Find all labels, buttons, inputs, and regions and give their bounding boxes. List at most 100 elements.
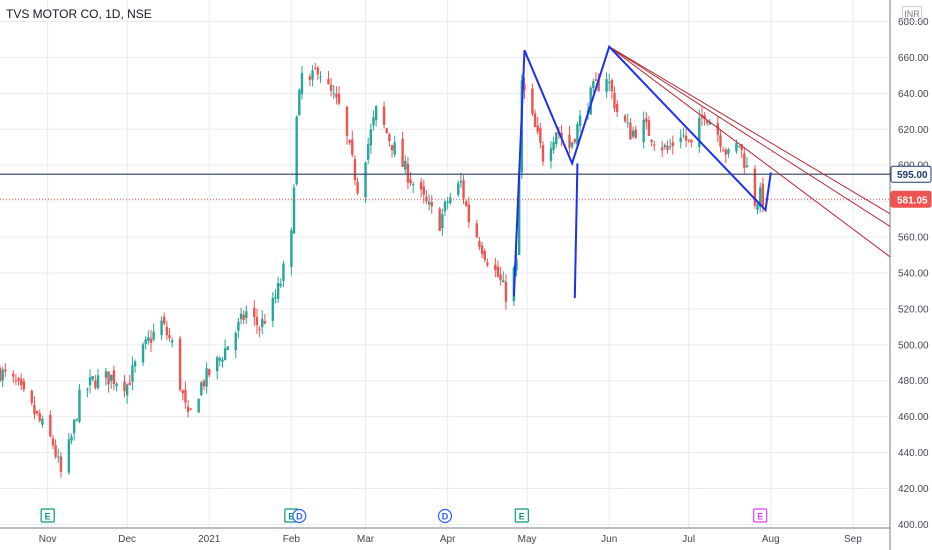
candle-body bbox=[221, 359, 224, 362]
candle-body bbox=[125, 384, 129, 396]
candle-body bbox=[626, 122, 629, 124]
candle-body bbox=[727, 149, 730, 154]
candle-body bbox=[255, 317, 259, 326]
candle-body bbox=[499, 274, 502, 281]
candle-body bbox=[133, 361, 137, 367]
candle-body bbox=[668, 146, 672, 148]
candle-body bbox=[258, 328, 261, 330]
candle-body bbox=[721, 150, 725, 152]
candle-body bbox=[131, 365, 134, 382]
dividend-marker[interactable] bbox=[437, 508, 453, 524]
candle-body bbox=[372, 117, 375, 126]
candle-body bbox=[576, 124, 579, 145]
candle-body bbox=[107, 371, 110, 385]
candle-body bbox=[515, 259, 518, 271]
currency-badge[interactable]: INR bbox=[902, 6, 922, 22]
candle-body bbox=[91, 376, 94, 380]
candle-body bbox=[374, 105, 378, 121]
candle-body bbox=[441, 214, 444, 229]
candle-body bbox=[761, 183, 765, 207]
candle-body bbox=[706, 120, 709, 124]
candle-body bbox=[59, 456, 63, 472]
candle-body bbox=[38, 413, 41, 421]
candle-body bbox=[57, 456, 60, 458]
candle-body bbox=[671, 142, 674, 147]
candle-body bbox=[12, 373, 15, 377]
candle-body bbox=[422, 186, 426, 195]
red-trendline[interactable] bbox=[608, 46, 891, 258]
earnings-marker[interactable] bbox=[753, 508, 768, 523]
candle-body bbox=[464, 201, 468, 206]
candle-body bbox=[197, 399, 200, 413]
candle-body bbox=[462, 180, 465, 199]
price-label-last-box[interactable] bbox=[890, 190, 932, 208]
candle-body bbox=[208, 369, 211, 376]
candle-body bbox=[666, 145, 669, 151]
candle-body bbox=[332, 93, 335, 95]
candle-body bbox=[682, 135, 685, 137]
candle-body bbox=[292, 187, 296, 234]
candle-body bbox=[443, 201, 447, 212]
candle-body bbox=[388, 134, 391, 141]
candle-body bbox=[406, 163, 410, 183]
earnings-marker[interactable] bbox=[514, 508, 529, 523]
y-tick-label: 400.00 bbox=[898, 520, 929, 531]
candle-body bbox=[541, 145, 545, 162]
candle-body bbox=[14, 380, 18, 382]
candle-body bbox=[160, 320, 163, 335]
candle-body bbox=[165, 326, 169, 335]
blue-zigzag-pattern[interactable] bbox=[512, 44, 772, 297]
candle-body bbox=[329, 85, 333, 91]
y-tick-label: 560.00 bbox=[898, 233, 929, 244]
candle-body bbox=[419, 182, 423, 190]
candle-body bbox=[345, 106, 349, 137]
candle-body bbox=[642, 119, 645, 143]
candle-body bbox=[605, 79, 608, 92]
candle-body bbox=[261, 318, 264, 328]
candle-body bbox=[348, 140, 351, 143]
candle-body bbox=[594, 79, 598, 81]
price-label-595-box[interactable] bbox=[890, 165, 932, 183]
y-tick-label: 440.00 bbox=[898, 448, 929, 459]
candle-body bbox=[226, 346, 229, 350]
candle-body bbox=[351, 139, 354, 155]
candle-body bbox=[661, 147, 664, 151]
candle-body bbox=[369, 129, 373, 146]
candle-body bbox=[144, 339, 147, 344]
candle-body bbox=[104, 371, 108, 378]
candle-body bbox=[735, 143, 738, 152]
candle-body bbox=[517, 172, 521, 255]
candle-body bbox=[202, 380, 206, 387]
x-tick-label: Jul bbox=[682, 534, 695, 545]
y-tick-label: 660.00 bbox=[898, 53, 929, 64]
red-trendline[interactable] bbox=[608, 46, 891, 215]
candle-body bbox=[49, 414, 52, 437]
candle-body bbox=[163, 316, 166, 324]
event-marker-label: E bbox=[519, 512, 525, 522]
candle-body bbox=[170, 340, 174, 343]
candle-body bbox=[41, 418, 44, 425]
candle-body bbox=[86, 388, 89, 390]
candle-body bbox=[679, 137, 682, 143]
red-trendline[interactable] bbox=[608, 46, 891, 227]
candle-body bbox=[570, 142, 574, 147]
candle-body bbox=[629, 122, 632, 140]
y-tick-label: 540.00 bbox=[898, 268, 929, 279]
candle-body bbox=[385, 128, 388, 133]
candle-body bbox=[253, 307, 256, 317]
candle-body bbox=[276, 283, 280, 299]
candle-body bbox=[67, 439, 71, 473]
earnings-marker[interactable] bbox=[40, 508, 55, 523]
candle-body bbox=[523, 84, 526, 91]
candle-body bbox=[555, 132, 558, 145]
candle-body bbox=[412, 183, 415, 186]
candle-body bbox=[216, 357, 219, 372]
candle-body bbox=[54, 445, 57, 457]
candle-body bbox=[533, 113, 537, 127]
dividend-marker[interactable] bbox=[292, 508, 307, 524]
blue-spike-line[interactable] bbox=[573, 163, 579, 299]
candle-body bbox=[295, 116, 298, 185]
candle-body bbox=[753, 168, 757, 206]
